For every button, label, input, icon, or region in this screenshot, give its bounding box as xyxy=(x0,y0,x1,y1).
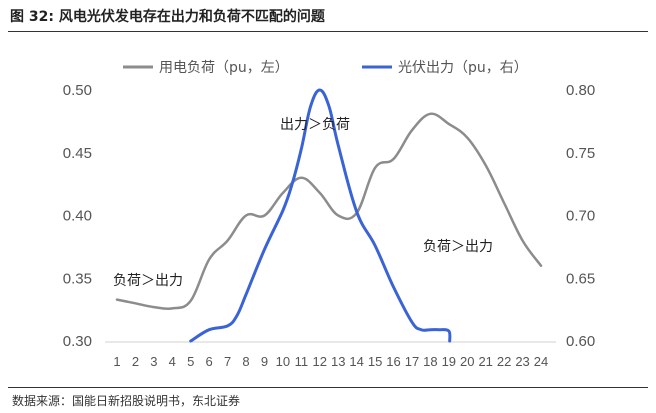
x-tick-label: 18 xyxy=(423,354,437,369)
x-tick-label: 14 xyxy=(349,354,363,369)
series-line-pv xyxy=(189,88,452,343)
series-line-load xyxy=(115,112,543,311)
y-left-tick-label: 0.30 xyxy=(63,333,92,350)
y-right-tick-label: 0.80 xyxy=(566,82,595,99)
y-right-tick-label: 0.75 xyxy=(566,145,595,162)
y-left-tick-label: 0.35 xyxy=(63,270,92,287)
annotation-output-gt-load: 出力＞负荷 xyxy=(280,117,350,133)
right-axis: 0.60 0.65 0.70 0.75 0.80 xyxy=(566,82,595,350)
x-tick-label: 7 xyxy=(224,354,231,369)
x-tick-label: 24 xyxy=(534,354,548,369)
y-right-tick-label: 0.65 xyxy=(566,270,595,287)
x-tick-label: 20 xyxy=(460,354,474,369)
x-tick-label: 1 xyxy=(113,354,120,369)
title-rule xyxy=(8,31,648,32)
x-tick-label: 16 xyxy=(386,354,400,369)
x-tick-label: 13 xyxy=(331,354,345,369)
y-right-tick-label: 0.70 xyxy=(566,208,595,225)
x-tick-label: 4 xyxy=(169,354,176,369)
y-left-tick-label: 0.40 xyxy=(63,208,92,225)
x-tick-label: 15 xyxy=(368,354,382,369)
x-tick-label: 6 xyxy=(206,354,213,369)
x-tick-label: 19 xyxy=(442,354,456,369)
legend: 用电负荷（pu，左） 光伏出力（pu，右） xyxy=(123,60,528,76)
legend-label-pv: 光伏出力（pu，右） xyxy=(398,60,528,76)
figure-title: 图 32: 风电光伏发电存在出力和负荷不匹配的问题 xyxy=(10,9,325,25)
left-axis: 0.30 0.35 0.40 0.45 0.50 xyxy=(63,82,92,350)
x-tick-label: 12 xyxy=(313,354,327,369)
legend-label-load: 用电负荷（pu，左） xyxy=(159,60,289,76)
x-tick-label: 3 xyxy=(150,354,157,369)
x-tick-label: 10 xyxy=(276,354,290,369)
x-tick-label: 17 xyxy=(405,354,419,369)
x-tick-label: 22 xyxy=(497,354,511,369)
annotation-load-gt-output-morning: 负荷＞出力 xyxy=(113,273,183,289)
x-tick-label: 9 xyxy=(261,354,268,369)
x-tick-label: 11 xyxy=(295,354,309,369)
x-tick-label: 21 xyxy=(478,354,492,369)
x-tick-label: 8 xyxy=(242,354,249,369)
source-rule xyxy=(8,387,648,388)
x-tick-label: 5 xyxy=(187,354,194,369)
x-tick-label: 23 xyxy=(515,354,529,369)
y-left-tick-label: 0.45 xyxy=(63,145,92,162)
annotation-load-gt-output-evening: 负荷＞出力 xyxy=(423,239,493,255)
x-tick-label: 2 xyxy=(132,354,139,369)
source-note: 数据来源：国能日新招股说明书，东北证券 xyxy=(12,394,241,408)
y-right-tick-label: 0.60 xyxy=(566,333,595,350)
x-axis: 1 2 3 4 5 6 7 8 9 10 11 12 13 14 15 16 17 18 19 20 21 22 23 24 xyxy=(113,354,548,369)
y-left-tick-label: 0.50 xyxy=(63,82,92,99)
